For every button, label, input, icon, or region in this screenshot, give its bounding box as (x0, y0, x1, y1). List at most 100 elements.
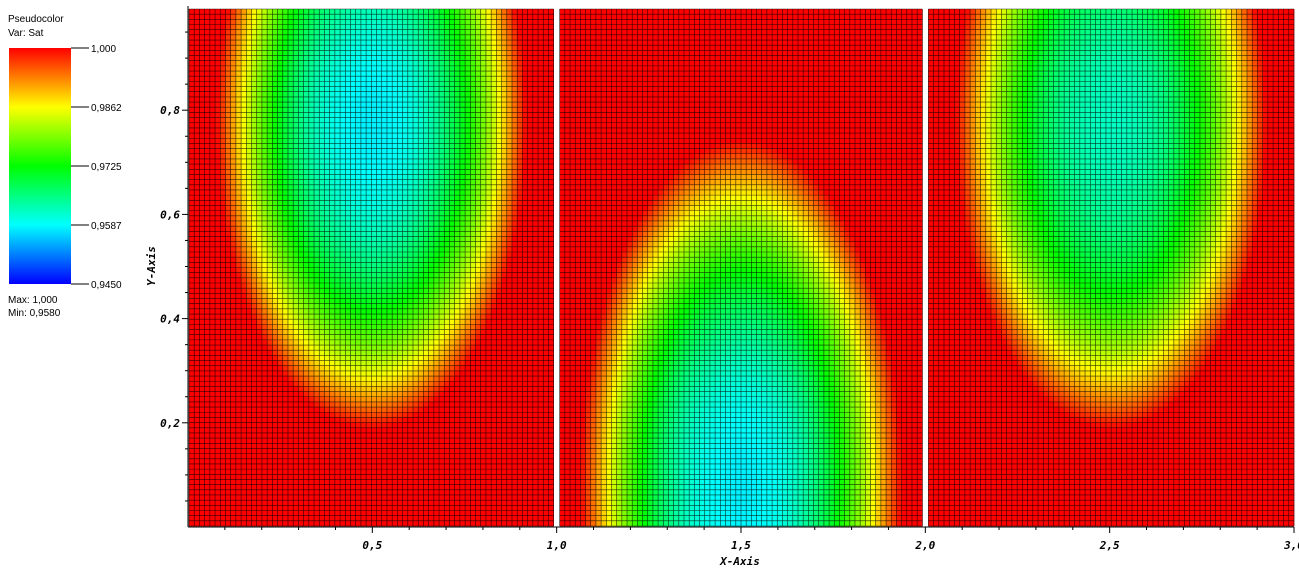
heatmap-cell (261, 262, 268, 268)
heatmap-cell (439, 345, 445, 351)
heatmap-cell (225, 153, 231, 160)
heatmap-cell (491, 34, 497, 41)
heatmap-cell (532, 76, 539, 82)
heatmap-cell (402, 169, 409, 175)
heatmap-cell (314, 143, 320, 149)
heatmap-cell (366, 40, 372, 46)
heatmap-cell (215, 107, 221, 113)
heatmap-cell (402, 107, 409, 113)
heatmap-cell (501, 169, 508, 175)
heatmap-cell (491, 365, 497, 372)
heatmap-cell (345, 71, 351, 77)
heatmap-cell (459, 65, 466, 72)
heatmap-cell (480, 215, 487, 222)
heatmap-cell (454, 226, 461, 232)
heatmap-cell (293, 71, 299, 77)
heatmap-cell (449, 138, 455, 144)
heatmap-cell (527, 107, 534, 113)
heatmap-cell (480, 205, 487, 211)
heatmap-cell (392, 184, 398, 191)
heatmap-cell (209, 210, 216, 217)
heatmap-cell (225, 65, 231, 72)
heatmap-cell (444, 117, 450, 124)
heatmap-cell (506, 143, 513, 149)
heatmap-cell (272, 308, 278, 315)
heatmap-cell (386, 215, 393, 222)
heatmap-cell (303, 205, 310, 211)
heatmap-cell (230, 153, 237, 160)
heatmap-cell (506, 153, 513, 160)
heatmap-cell (485, 138, 492, 144)
heatmap-cell (407, 251, 414, 258)
heatmap-cell (381, 370, 388, 377)
heatmap-cell (543, 29, 549, 36)
heatmap-cell (511, 215, 518, 222)
heatmap-cell (501, 50, 508, 56)
heatmap-cell (376, 138, 383, 144)
heatmap-cell (277, 14, 284, 20)
heatmap-cell (433, 153, 440, 160)
heatmap-cell (522, 220, 528, 227)
heatmap-cell (246, 45, 252, 51)
heatmap-cell (480, 277, 487, 284)
heatmap-cell (402, 272, 409, 279)
heatmap-cell (215, 102, 221, 108)
heatmap-cell (319, 210, 325, 217)
heatmap-cell (475, 169, 482, 175)
heatmap-cell (340, 65, 346, 72)
heatmap-cell (522, 81, 528, 87)
heatmap-cell (449, 50, 455, 56)
heatmap-cell (204, 117, 211, 124)
heatmap-cell (371, 267, 377, 273)
heatmap-cell (470, 241, 476, 248)
heatmap-cell (548, 339, 554, 346)
heatmap-cell (444, 231, 450, 237)
heatmap-cell (407, 50, 414, 56)
heatmap-cell (449, 324, 455, 330)
heatmap-cell (485, 96, 492, 103)
heatmap-cell (444, 107, 450, 113)
heatmap-cell (256, 241, 263, 248)
heatmap-cell (199, 210, 205, 217)
heatmap-cell (475, 91, 482, 98)
heatmap-cell (465, 298, 471, 304)
heatmap-cell (548, 45, 554, 51)
heatmap-cell (314, 91, 320, 98)
heatmap-cell (277, 164, 284, 170)
heatmap-cell (475, 29, 482, 36)
heatmap-cell (532, 96, 539, 103)
heatmap-cell (475, 50, 482, 56)
heatmap-cell (329, 179, 336, 186)
heatmap-cell (413, 102, 419, 108)
heatmap-cell (308, 19, 315, 25)
heatmap-cell (329, 350, 336, 356)
heatmap-cell (475, 226, 482, 232)
heatmap-cell (350, 370, 357, 377)
heatmap-cell (548, 19, 554, 25)
heatmap-cell (230, 251, 237, 258)
heatmap-cell (511, 179, 518, 186)
heatmap-cell (548, 355, 554, 361)
heatmap-cell (324, 164, 330, 170)
heatmap-cell (251, 34, 258, 41)
heatmap-cell (272, 350, 278, 356)
heatmap-cell (470, 236, 476, 242)
heatmap-cell (189, 179, 195, 186)
heatmap-cell (527, 34, 534, 41)
heatmap-cell (334, 127, 341, 134)
heatmap-cell (298, 122, 304, 129)
heatmap-cell (199, 40, 205, 46)
heatmap-cell (413, 226, 419, 232)
heatmap-cell (282, 138, 289, 144)
heatmap-cell (548, 314, 554, 320)
heatmap-cell (459, 272, 466, 279)
heatmap-cell (334, 355, 341, 361)
heatmap-cell (511, 370, 518, 377)
heatmap-cell (230, 174, 237, 180)
heatmap-cell (511, 267, 518, 273)
heatmap-cell (194, 86, 200, 93)
heatmap-cell (538, 86, 544, 93)
heatmap-cell (272, 272, 278, 279)
heatmap-cell (470, 251, 476, 258)
heatmap-cell (413, 241, 419, 248)
